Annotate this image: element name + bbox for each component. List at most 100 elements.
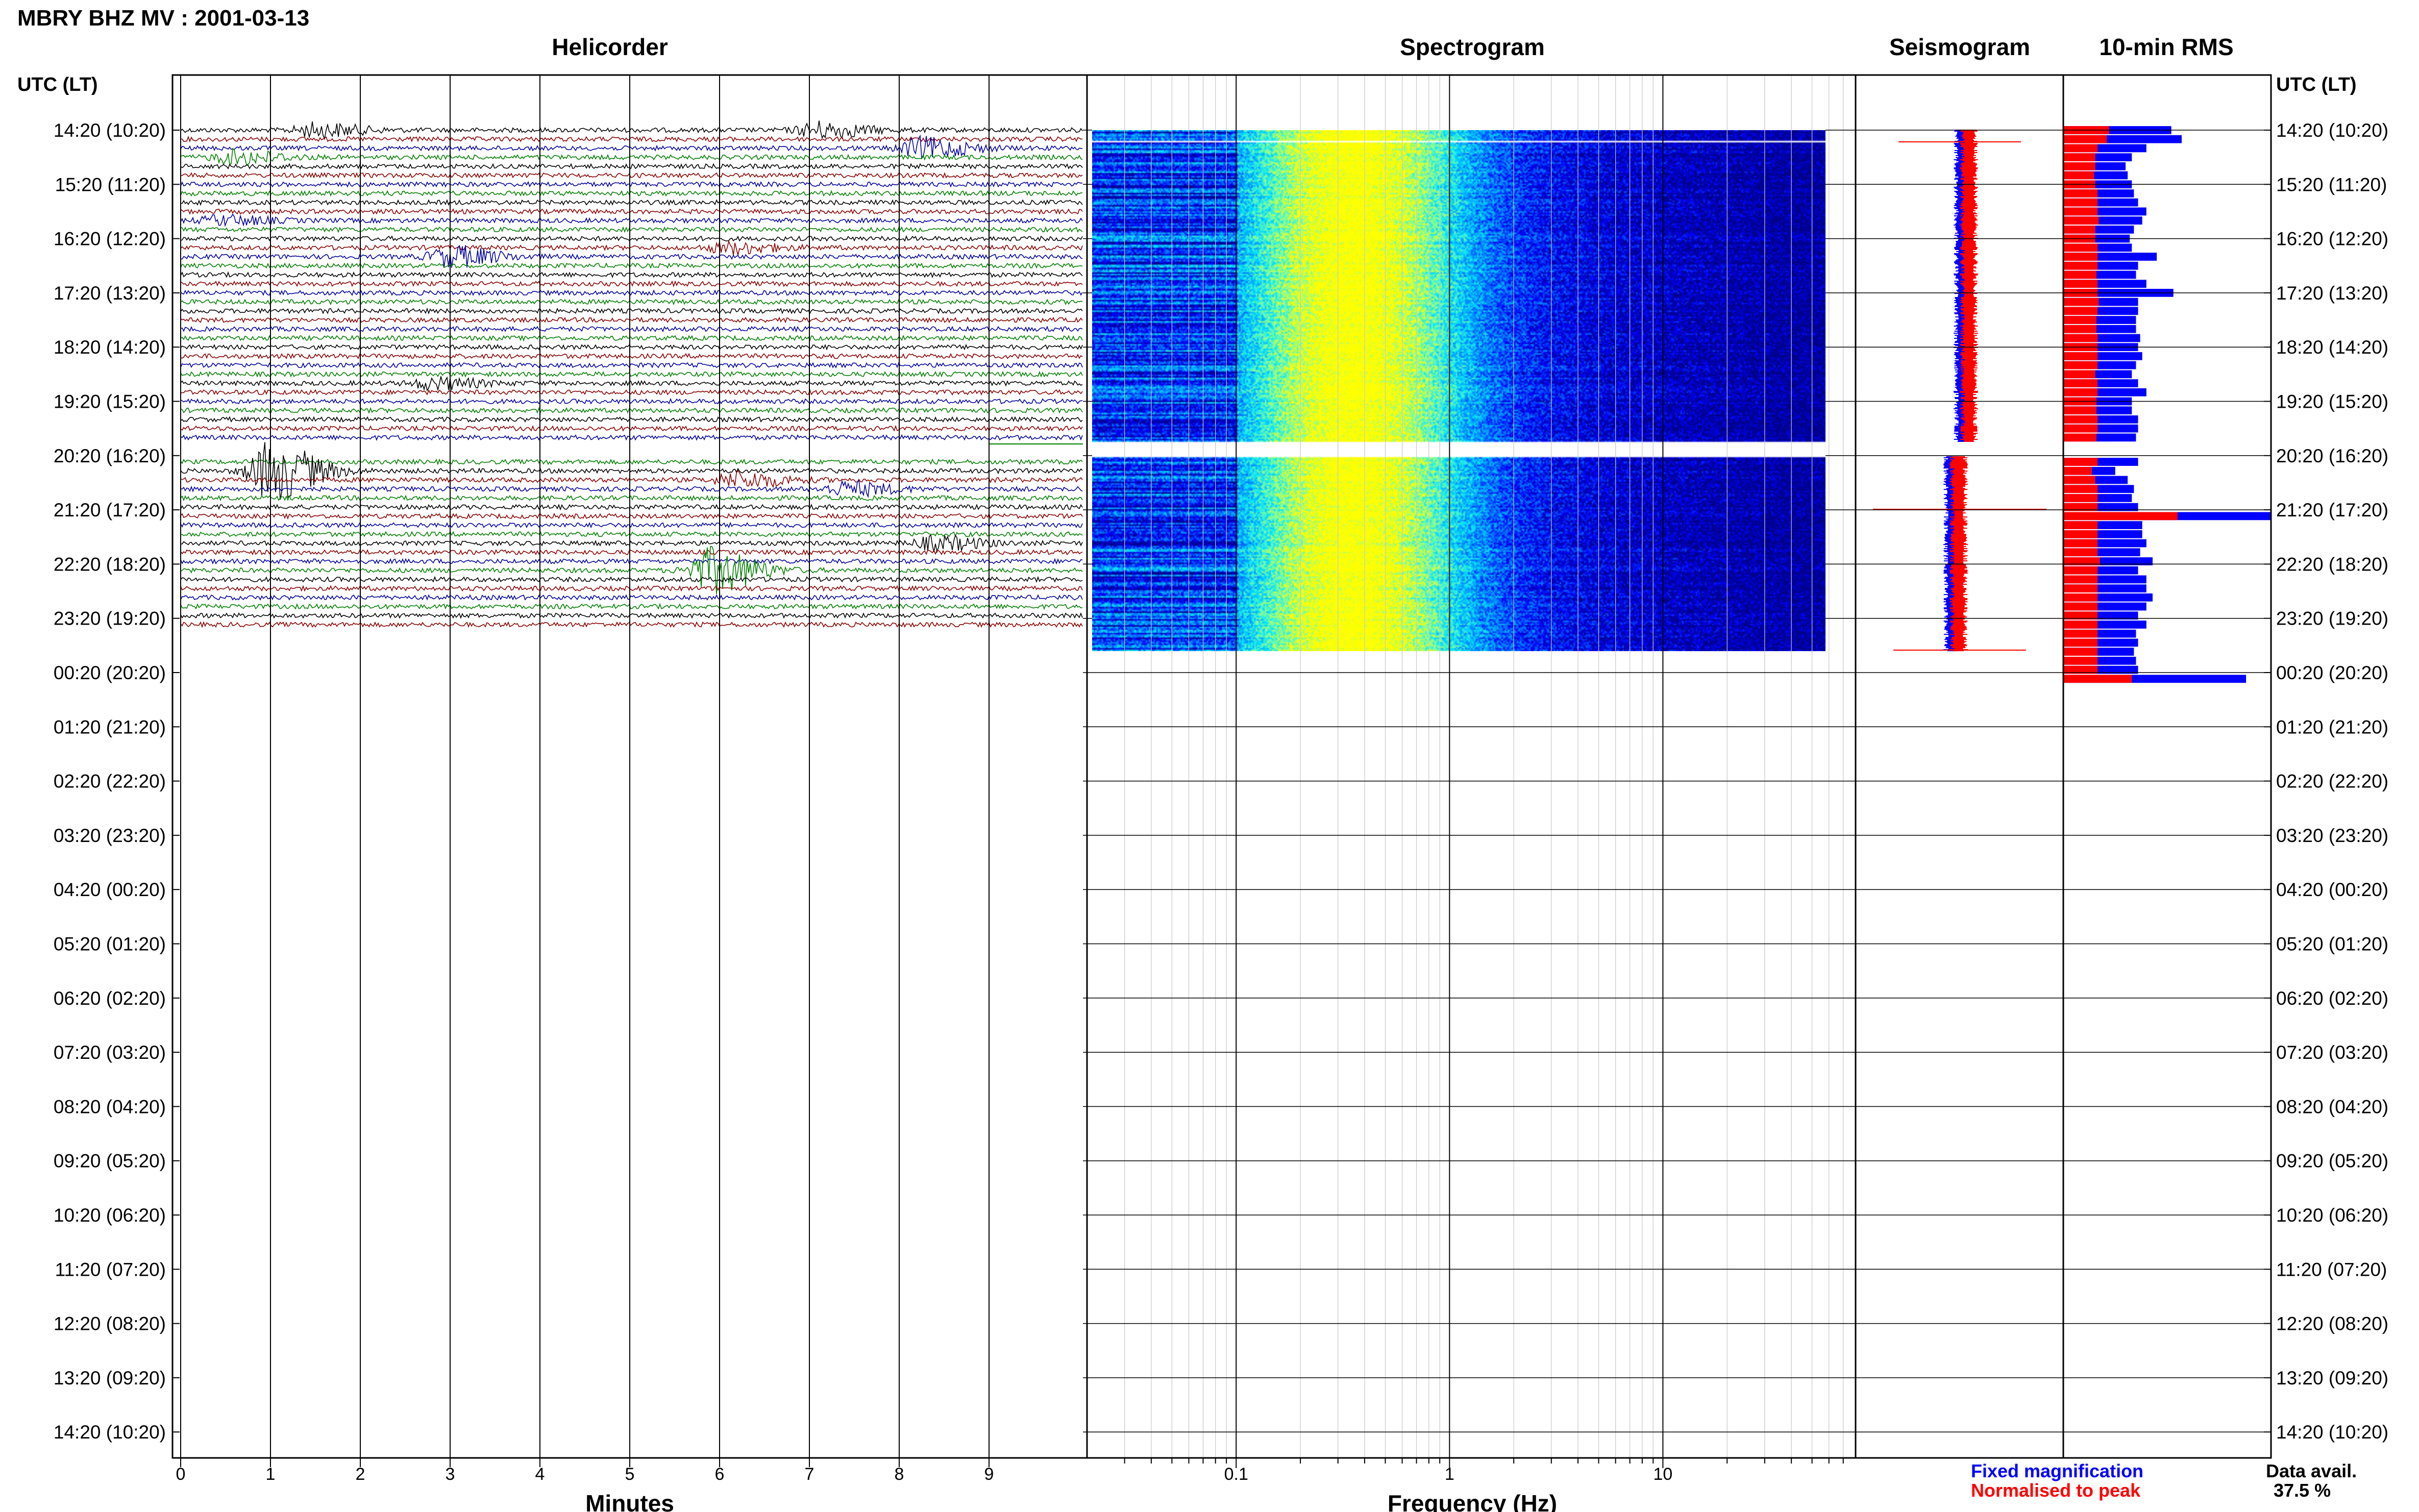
rms-normalised-bar xyxy=(2063,665,2098,674)
time-label-left: 15:20 (11:20) xyxy=(55,174,166,195)
helicorder-trace xyxy=(180,376,1083,392)
helicorder-trace xyxy=(180,434,1083,441)
time-label-left: 06:20 (02:20) xyxy=(54,988,166,1009)
time-label-left: 10:20 (06:20) xyxy=(54,1205,166,1226)
time-label-right: 01:20 (21:20) xyxy=(2276,716,2388,737)
rms-normalised-bar xyxy=(2063,530,2098,538)
time-label-left: 03:20 (23:20) xyxy=(54,825,166,846)
time-label-left: 00:20 (20:20) xyxy=(54,662,166,683)
rms-normalised-bar xyxy=(2063,433,2096,442)
time-label-left: 01:20 (21:20) xyxy=(54,716,166,737)
rms-normalised-bar xyxy=(2063,406,2096,415)
time-label-left: 21:20 (17:20) xyxy=(54,500,166,520)
hour-row-lines xyxy=(172,130,2271,1433)
helicorder-trace xyxy=(180,353,1083,360)
time-label-left: 13:20 (09:20) xyxy=(54,1368,166,1389)
rms-normalised-bar xyxy=(2063,144,2098,153)
minute-tick-label: 8 xyxy=(895,1465,904,1484)
time-label-left: 14:20 (10:20) xyxy=(54,1422,166,1443)
rms-normalised-bar xyxy=(2063,638,2098,647)
helicorder-trace xyxy=(180,134,1082,160)
rms-normalised-bar xyxy=(2063,494,2098,502)
time-label-right: 06:20 (02:20) xyxy=(2276,988,2388,1009)
time-label-left: 05:20 (01:20) xyxy=(54,934,166,955)
rms-normalised-bar xyxy=(2063,656,2098,665)
helicorder-trace xyxy=(180,621,1083,628)
time-label-left: 23:20 (19:20) xyxy=(54,608,166,629)
helicorder-trace xyxy=(180,469,1083,488)
helicorder-trace xyxy=(180,172,1083,179)
rms-normalised-bar xyxy=(2063,253,2098,261)
time-axis-labels: 14:20 (10:20) 14:20 (10:20) 15:20 (11:20) 1… xyxy=(54,120,2388,1443)
helicorder-trace xyxy=(180,235,1083,242)
data-availability-value: 37.5 % xyxy=(2274,1480,2331,1501)
time-label-right: 11:20 (07:20) xyxy=(2276,1259,2387,1280)
time-label-right: 03:20 (23:20) xyxy=(2276,825,2388,846)
rms-normalised-bar xyxy=(2063,207,2098,216)
rms-normalised-bar xyxy=(2063,539,2098,548)
helicorder-trace xyxy=(180,576,1083,583)
helicorder-trace xyxy=(180,316,1083,324)
rms-normalised-bar xyxy=(2063,584,2098,592)
helicorder-trace xyxy=(180,603,1083,610)
time-label-left: 08:20 (04:20) xyxy=(54,1096,166,1117)
left-axis-label: UTC (LT) xyxy=(17,74,98,95)
rms-normalised-bar xyxy=(2063,648,2098,656)
time-label-right: 09:20 (05:20) xyxy=(2276,1151,2388,1172)
rms-normalised-bar xyxy=(2063,135,2107,143)
rms-normalised-bar xyxy=(2063,485,2098,493)
time-label-right: 10:20 (06:20) xyxy=(2276,1205,2388,1226)
rms-normalised-bar xyxy=(2063,261,2098,270)
rms-normalised-bar xyxy=(2063,216,2099,225)
spectrogram-heatmap xyxy=(1092,130,1825,651)
helicorder-trace xyxy=(180,334,1083,342)
time-label-right: 14:20 (10:20) xyxy=(2276,1422,2388,1443)
rms-normalised-bar xyxy=(2063,466,2092,475)
time-label-right: 02:20 (22:20) xyxy=(2276,771,2388,792)
rms-normalised-bar xyxy=(2063,334,2098,342)
minute-tick-label: 0 xyxy=(176,1465,186,1484)
minute-tick-label: 3 xyxy=(446,1465,455,1484)
rms-normalised-bar xyxy=(2063,226,2095,234)
rms-normalised-bar xyxy=(2063,512,2178,520)
helicorder-trace xyxy=(180,120,1083,140)
rms-normalised-bar xyxy=(2063,458,2098,466)
time-label-right: 00:20 (20:20) xyxy=(2276,662,2388,683)
spectrogram-frequency-gridlines xyxy=(1124,75,1844,1458)
spectrogram-panel xyxy=(1086,74,1857,1459)
minute-tick-label: 6 xyxy=(715,1465,725,1484)
helicorder-trace xyxy=(180,343,1083,351)
time-label-left: 09:20 (05:20) xyxy=(54,1151,166,1172)
rms-normalised-bar xyxy=(2063,424,2098,433)
rms-normalised-bar xyxy=(2063,476,2095,484)
spectrogram-title: Spectrogram xyxy=(1400,34,1545,60)
time-label-right: 16:20 (12:20) xyxy=(2276,229,2388,250)
rms-normalised-bar xyxy=(2063,189,2098,197)
rms-title: 10-min RMS xyxy=(2099,34,2233,60)
frequency-tick-label: 1 xyxy=(1445,1465,1454,1484)
helicorder-trace xyxy=(180,213,1083,227)
time-label-right: 15:20 (11:20) xyxy=(2276,174,2387,195)
helicorder-traces xyxy=(180,120,1083,628)
rms-normalised-bar xyxy=(2063,415,2098,424)
time-label-left: 12:20 (08:20) xyxy=(54,1313,166,1334)
rms-normalised-bar xyxy=(2063,521,2098,529)
rms-normalised-bar xyxy=(2063,675,2132,683)
rms-normalised-bar xyxy=(2063,629,2098,638)
helicorder-trace xyxy=(180,442,1083,500)
rms-bars xyxy=(2063,126,2271,683)
time-label-left: 04:20 (00:20) xyxy=(54,879,166,900)
legend-fixed-magnification: Fixed magnification xyxy=(1971,1460,2143,1481)
helicorder-trace xyxy=(180,522,1083,529)
helicorder-trace xyxy=(180,494,1083,502)
time-label-left: 22:20 (18:20) xyxy=(54,554,166,575)
seismogram-title: Seismogram xyxy=(1889,34,2030,60)
time-label-left: 16:20 (12:20) xyxy=(54,229,166,250)
rms-normalised-bar xyxy=(2063,280,2098,288)
helicorder-trace xyxy=(180,289,1083,296)
seismogram-normalised-trace xyxy=(1949,456,1968,652)
helicorder-trace xyxy=(180,612,1083,619)
helicorder-title: Helicorder xyxy=(552,34,668,60)
helicorder-trace xyxy=(180,135,1083,143)
helicorder-trace xyxy=(180,163,1083,170)
